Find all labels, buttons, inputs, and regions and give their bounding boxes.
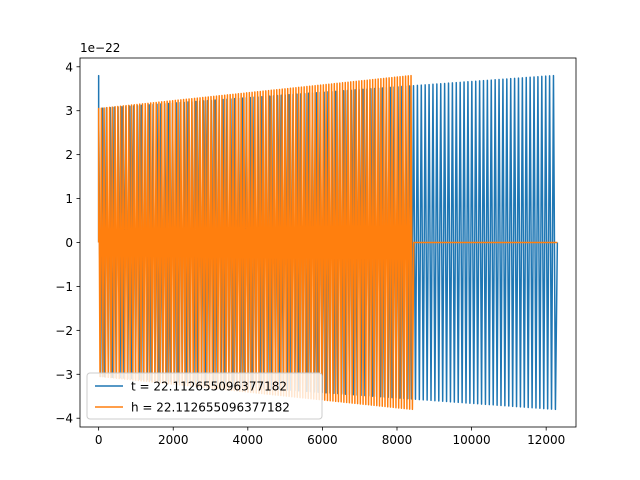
x-tick-label: 10000 xyxy=(452,433,490,447)
legend: t = 22.112655096377182 h = 22.11265509637… xyxy=(86,372,323,420)
y-tick-label: 1 xyxy=(65,192,73,206)
legend-label-0: t = 22.112655096377182 xyxy=(131,380,287,394)
y-tick-label: −3 xyxy=(55,368,73,382)
y-tick-label: 2 xyxy=(65,148,73,162)
legend-box xyxy=(86,372,323,420)
x-tick-label: 12000 xyxy=(527,433,565,447)
x-tick-label: 2000 xyxy=(158,433,189,447)
y-offset-label: 1e−22 xyxy=(80,41,120,55)
series-line-1 xyxy=(97,74,558,411)
x-tick-label: 8000 xyxy=(382,433,413,447)
x-tick-label: 0 xyxy=(95,433,103,447)
x-tick-label: 4000 xyxy=(233,433,264,447)
plot-area xyxy=(97,74,559,411)
y-tick-label: 3 xyxy=(65,104,73,118)
axes: 0 2000 4000 6000 8000 10000 12000 −4 −3 −2 −1 0 1 2 3 4 xyxy=(55,57,577,447)
y-tick-label: 4 xyxy=(65,60,73,74)
y-tick-label: −4 xyxy=(55,412,73,426)
x-tick-label: 6000 xyxy=(307,433,338,447)
legend-label-1: h = 22.112655096377182 xyxy=(131,401,290,415)
y-tick-label: 0 xyxy=(65,236,73,250)
y-tick-label: −1 xyxy=(55,280,73,294)
y-tick-label: −2 xyxy=(55,324,73,338)
